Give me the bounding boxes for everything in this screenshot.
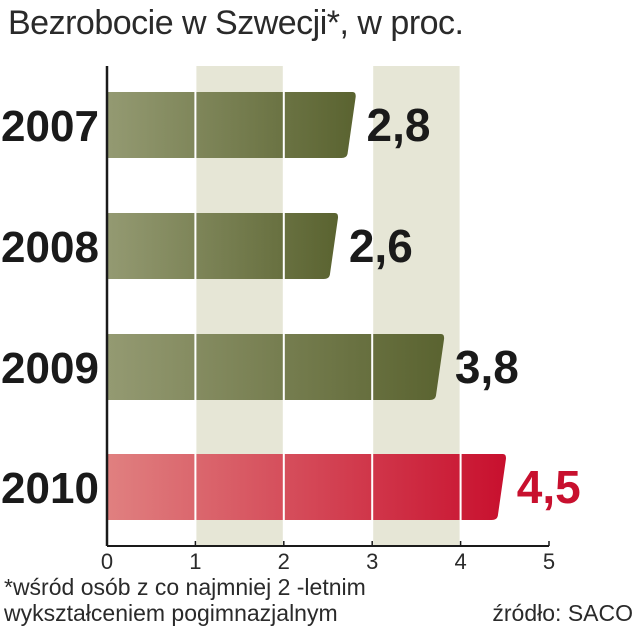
labels: 2007 2,8 2008 2,6 2009 3,8 2010 4,5: [1, 99, 581, 513]
category-label-2010: 2010: [1, 464, 99, 513]
footnote: *wśród osób z co najmniej 2 -letnim wyks…: [4, 574, 366, 626]
category-label-2008: 2008: [1, 223, 99, 272]
gridlines: [194, 66, 462, 546]
chart-title: Bezrobocie w Szwecji*, w proc.: [8, 4, 464, 42]
axes: 0 1 2 3 4 5: [101, 66, 555, 574]
bars: [107, 92, 506, 520]
footnote-line-2: wykształceniem pogimnazjalnym: [4, 600, 338, 626]
footnote-line-1: *wśród osób z co najmniej 2 -letnim: [4, 574, 366, 600]
category-label-2007: 2007: [1, 102, 99, 151]
source-label: źródło: SACO: [492, 600, 633, 626]
x-tick-label: 4: [454, 549, 466, 574]
bar-2008: [107, 213, 339, 279]
category-label-2009: 2009: [1, 344, 99, 393]
bar-2009: [107, 334, 445, 400]
bar-2010: [107, 454, 506, 520]
value-label-2009: 3,8: [455, 341, 519, 393]
bar-2007: [107, 92, 356, 158]
value-label-2007: 2,8: [367, 99, 431, 151]
x-tick-label: 3: [366, 549, 378, 574]
value-label-2008: 2,6: [349, 220, 413, 272]
x-tick-label: 5: [543, 549, 555, 574]
x-tick-label: 1: [189, 549, 201, 574]
value-label-2010: 4,5: [517, 461, 581, 513]
x-tick-label: 0: [101, 549, 113, 574]
x-tick-label: 2: [278, 549, 290, 574]
